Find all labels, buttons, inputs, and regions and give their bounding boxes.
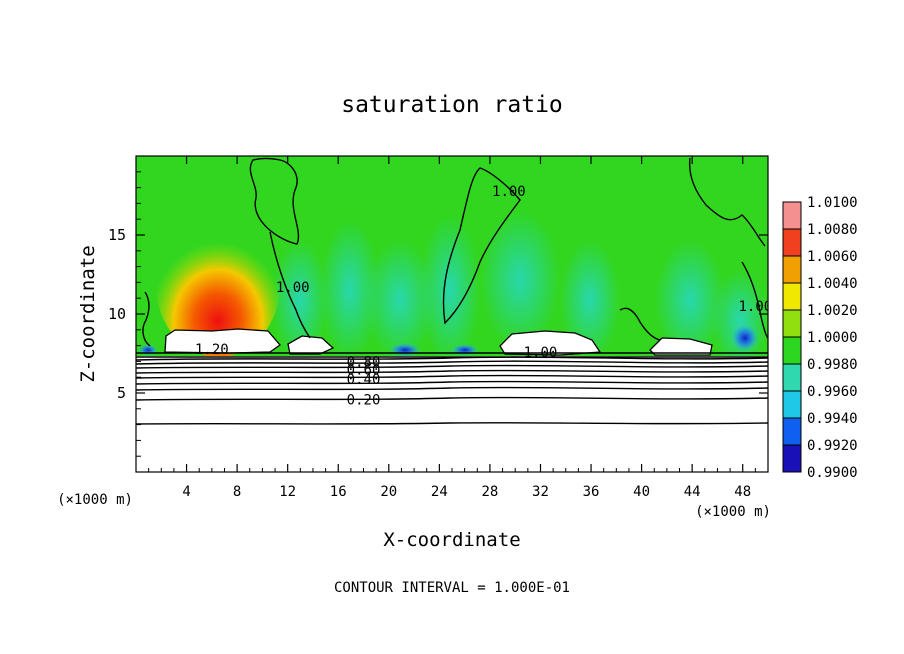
colorbar-segment [783,256,801,284]
contour-lines [136,157,768,425]
colorbar-segment [783,418,801,446]
chart-title: saturation ratio [341,92,563,118]
y-tick-label: 10 [108,305,126,323]
colorbar-segment [783,310,801,338]
colorbar-label: 0.9980 [807,357,858,373]
x-tick-label: 32 [532,484,549,500]
colorbar-segment [783,364,801,392]
contour-label: 1.00 [276,280,310,296]
z-unit-label: (×1000 m) [57,492,133,508]
colorbar-label: 0.9960 [807,384,858,400]
x-axis-label: X-coordinate [383,529,520,551]
colorbar-segment [783,337,801,365]
colorbar-label: 1.0060 [807,249,858,265]
x-tick-label: 24 [431,484,448,500]
colorbar-label: 1.0100 [807,195,858,211]
x-tick-label: 40 [633,484,650,500]
supersaturation-core [156,213,280,357]
colorbar-segment [783,391,801,419]
cyan-streaks [272,210,768,370]
colorbar-label: 1.0080 [807,222,858,238]
colorbar-label: 1.0040 [807,276,858,292]
contour-label: 1.00 [524,345,558,361]
y-tick-label: 15 [108,226,126,244]
y-tick-label: 5 [117,384,126,402]
contour-label: 1.00 [492,184,526,200]
contour-interval-note: CONTOUR INTERVAL = 1.000E-01 [334,580,570,596]
contour-label: 0.80 [347,354,381,370]
contour-label: 0.40 [347,372,381,388]
colorbar-segment [783,283,801,311]
y-axis-label: Z-coordinate [77,245,99,382]
lower-dry-layer [136,356,768,472]
y-axis-ticks: 5 10 15 [108,171,768,457]
colorbar-segment [783,229,801,257]
colorbar-label: 0.9940 [807,411,858,427]
plot-area: 1.00 1.00 1.00 1.20 1.00 0.800.600.40 0.20 [136,156,773,472]
colorbar [782,201,802,473]
x-unit-label: (×1000 m) [695,504,771,520]
x-tick-label: 48 [734,484,751,500]
colorbar-label: 0.9900 [807,465,858,481]
x-tick-label: 44 [684,484,701,500]
contour-label: 0.60 [347,362,381,378]
colorbar-label: 0.9920 [807,438,858,454]
colorbar-label: 1.0000 [807,330,858,346]
contour-labels: 1.00 1.00 1.00 1.20 1.00 0.800.600.40 0.20 [195,184,773,409]
x-tick-label: 4 [182,484,190,500]
colorbar-segment [783,445,801,473]
cloud-regions [164,328,713,356]
x-axis-ticks: 4 8 12 16 20 24 28 32 36 40 44 48 [148,156,756,500]
x-tick-label: 16 [330,484,347,500]
x-tick-label: 20 [380,484,397,500]
colorbar-labels: 1.0100 1.0080 1.0060 1.0040 1.0020 1.0000 0.99… [807,195,858,481]
colorbar-segment [783,202,801,230]
colorbar-label: 1.0020 [807,303,858,319]
x-tick-label: 36 [583,484,600,500]
x-tick-label: 8 [233,484,241,500]
x-tick-label: 12 [279,484,296,500]
contour-label: 1.20 [195,342,229,358]
contour-label: 0.20 [347,392,381,408]
x-tick-label: 28 [481,484,498,500]
contour-label: 1.00 [739,299,773,315]
